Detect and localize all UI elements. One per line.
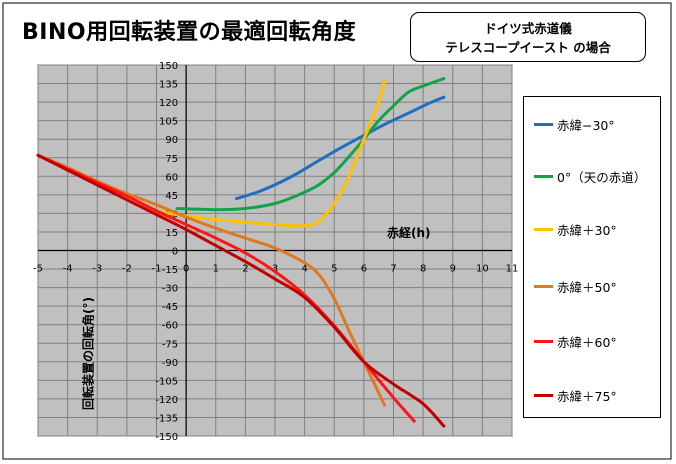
- legend-item-dec-plus-75: 赤緯＋75°: [534, 385, 617, 405]
- x-tick-label: 9: [450, 264, 456, 275]
- outer-border: [2, 2, 672, 460]
- y-tick-label: -75: [162, 339, 178, 350]
- y-tick-label: -30: [162, 284, 178, 295]
- x-tick-label: 4: [301, 264, 307, 275]
- x-tick-label: 3: [272, 264, 278, 275]
- x-tick-label: -2: [122, 264, 132, 275]
- legend-item-dec-plus-30: 赤緯＋30°: [534, 219, 617, 239]
- legend-item-dec-plus-60: 赤緯＋60°: [534, 331, 617, 351]
- legend-swatch: [534, 339, 553, 343]
- legend-label: 赤緯＋60°: [557, 334, 617, 350]
- legend: 赤緯−30° 0°（天の赤道） 赤緯＋30° 赤緯＋50° 赤緯＋60° 赤緯＋…: [523, 96, 661, 418]
- y-tick-label: 75: [165, 154, 178, 165]
- y-tick-label: -135: [155, 413, 178, 424]
- x-tick-label: 0: [183, 264, 189, 275]
- y-tick-label: 0: [172, 247, 178, 258]
- y-tick-label: 45: [165, 191, 178, 202]
- x-tick-label: 6: [361, 264, 367, 275]
- legend-label: 赤緯＋30°: [557, 222, 617, 238]
- y-tick-label: 150: [159, 61, 178, 72]
- x-tick-label: 2: [242, 264, 248, 275]
- series-line-0: [235, 95, 446, 201]
- y-axis-label: 回転装置の回転角(°): [81, 297, 96, 410]
- y-tick-label: -90: [162, 358, 178, 369]
- note-line-1: ドイツ式赤道儀: [484, 21, 572, 36]
- y-tick-label: -60: [162, 321, 178, 332]
- legend-label: 赤緯＋75°: [557, 388, 617, 404]
- legend-swatch: [534, 284, 553, 288]
- x-tick-label: 10: [476, 264, 489, 275]
- x-tick-label: -5: [33, 264, 43, 275]
- x-tick-label: -3: [92, 264, 102, 275]
- y-tick-label: 15: [165, 228, 178, 239]
- chart-title: BINO用回転装置の最適回転角度: [22, 20, 357, 45]
- x-tick-label: 8: [420, 264, 426, 275]
- note-line-2: テレスコープイースト の場合: [445, 40, 611, 55]
- legend-label: 赤緯＋50°: [557, 279, 617, 295]
- legend-label: 0°（天の赤道）: [557, 169, 647, 185]
- y-tick-label: 105: [159, 117, 178, 128]
- legend-label: 赤緯−30°: [557, 117, 615, 133]
- x-axis-label: 赤経(h): [387, 226, 431, 240]
- y-tick-label: 90: [165, 135, 178, 146]
- legend-item-dec-minus-30: 赤緯−30°: [534, 114, 615, 134]
- legend-item-equator: 0°（天の赤道）: [534, 166, 646, 186]
- x-tick-label: -1: [152, 264, 162, 275]
- y-tick-label: -120: [155, 395, 178, 406]
- y-tick-label: 135: [159, 80, 178, 91]
- y-tick-label: -105: [155, 376, 178, 387]
- mount-note-box: ドイツ式赤道儀 テレスコープイースト の場合: [410, 12, 646, 62]
- x-tick-label: 11: [506, 264, 519, 275]
- x-tick-label: 1: [213, 264, 219, 275]
- y-tick-label: 120: [159, 98, 178, 109]
- y-tick-label: -150: [155, 432, 178, 443]
- legend-swatch: [534, 393, 553, 397]
- series-line-5: [36, 153, 446, 428]
- legend-item-dec-plus-50: 赤緯＋50°: [534, 276, 617, 296]
- y-tick-label: -15: [162, 265, 178, 276]
- legend-swatch: [534, 174, 553, 178]
- x-tick-label: 5: [331, 264, 337, 275]
- x-tick-label: -4: [63, 264, 73, 275]
- x-tick-label: 7: [390, 264, 396, 275]
- legend-swatch: [534, 227, 553, 231]
- y-tick-label: -45: [162, 302, 178, 313]
- legend-swatch: [534, 122, 553, 126]
- y-tick-label: 60: [165, 172, 178, 183]
- series-line-1: [175, 77, 446, 212]
